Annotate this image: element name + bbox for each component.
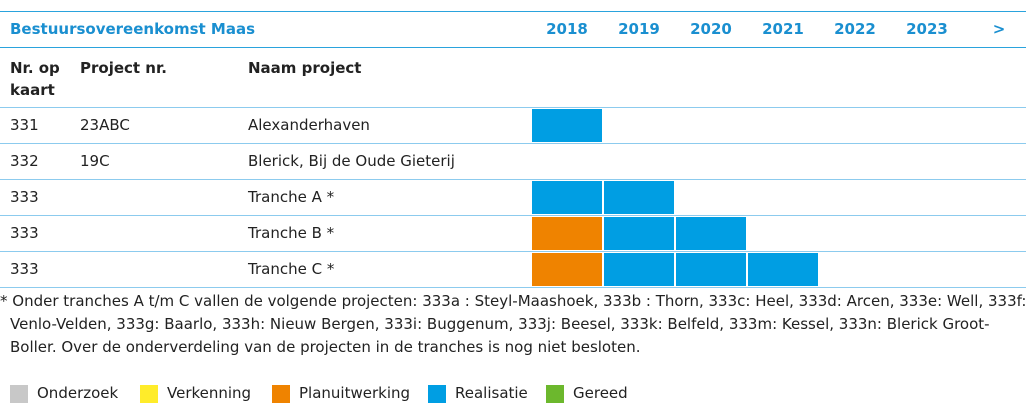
- year-header: 2019: [618, 20, 660, 38]
- phase-cell: [747, 252, 819, 287]
- legend-swatch: [546, 385, 564, 403]
- legend-swatch: [272, 385, 290, 403]
- phase-cell: [603, 180, 675, 215]
- cell-name: Blerick, Bij de Oude Gieterij: [248, 152, 455, 170]
- cell-nr: 332: [10, 152, 39, 170]
- legend-swatch: [10, 385, 28, 403]
- legend-label: Planuitwerking: [299, 384, 411, 402]
- cell-nr: 331: [10, 116, 39, 134]
- year-header: >: [992, 20, 1006, 38]
- phase-cell: [675, 252, 747, 287]
- cell-name: Tranche B *: [248, 224, 335, 242]
- phase-cell: [675, 216, 747, 251]
- year-header: 2020: [690, 20, 732, 38]
- footnote-line: Venlo-Velden, 333g: Baarlo, 333h: Nieuw …: [10, 315, 990, 333]
- row-rule: [0, 287, 1026, 288]
- row-rule: [0, 143, 1026, 144]
- legend-label: Verkenning: [167, 384, 252, 402]
- phase-cell: [531, 216, 603, 251]
- legend-label: Gereed: [573, 384, 628, 402]
- row-rule: [0, 107, 1026, 108]
- cell-project: 19C: [80, 152, 110, 170]
- cell-name: Tranche C *: [248, 260, 335, 278]
- cell-name: Alexanderhaven: [248, 116, 370, 134]
- footnote-line: * Onder tranches A t/m C vallen de volge…: [0, 292, 1026, 310]
- column-header: Project nr.: [80, 59, 167, 77]
- phase-cell: [531, 252, 603, 287]
- row-rule: [0, 251, 1026, 252]
- table-title: Bestuursovereenkomst Maas: [10, 20, 255, 38]
- footnote-line: Boller. Over de onderverdeling van de pr…: [10, 338, 641, 356]
- column-header: Naam project: [248, 59, 362, 77]
- row-rule: [0, 179, 1026, 180]
- year-header: 2021: [762, 20, 804, 38]
- phase-cell: [603, 216, 675, 251]
- year-header: 2022: [834, 20, 876, 38]
- row-rule: [0, 215, 1026, 216]
- cell-nr: 333: [10, 224, 39, 242]
- year-header: 2023: [906, 20, 948, 38]
- cell-name: Tranche A *: [248, 188, 335, 206]
- legend-label: Onderzoek: [37, 384, 119, 402]
- column-header: Nr. op kaart: [10, 59, 60, 99]
- phase-cell: [603, 252, 675, 287]
- header-rule: [0, 47, 1026, 48]
- cell-nr: 333: [10, 260, 39, 278]
- legend-swatch: [140, 385, 158, 403]
- year-header: 2018: [546, 20, 588, 38]
- phase-cell: [531, 108, 603, 143]
- top-rule: [0, 11, 1026, 12]
- phase-cell: [531, 180, 603, 215]
- legend-swatch: [428, 385, 446, 403]
- cell-nr: 333: [10, 188, 39, 206]
- legend-label: Realisatie: [455, 384, 528, 402]
- cell-project: 23ABC: [80, 116, 130, 134]
